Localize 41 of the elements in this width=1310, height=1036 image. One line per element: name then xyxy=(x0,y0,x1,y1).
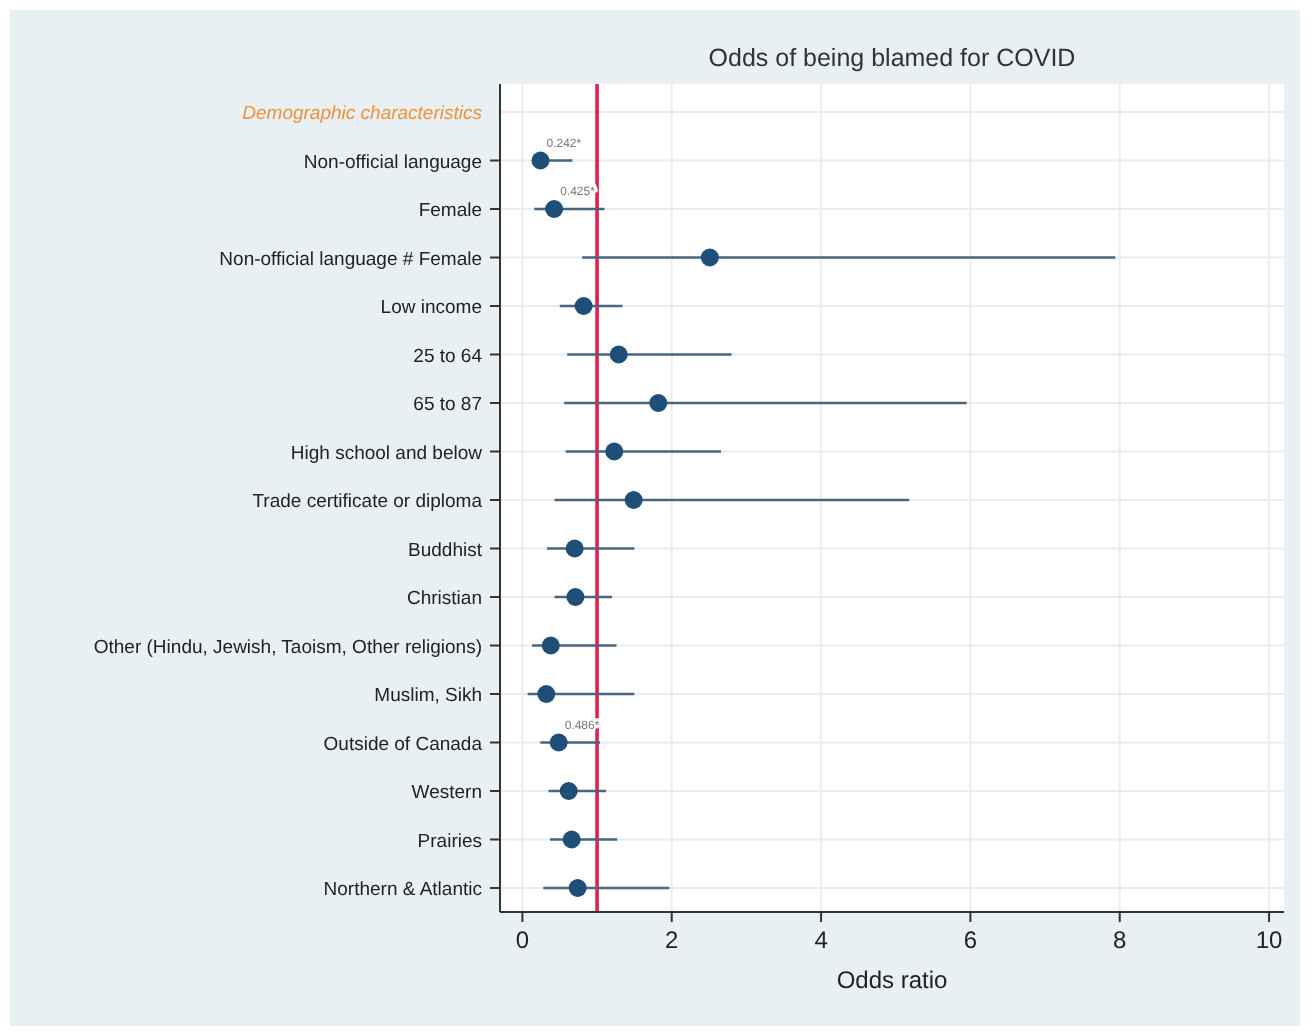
point xyxy=(574,297,593,315)
y-tick-label: Trade certificate or diploma xyxy=(252,491,484,513)
x-tick-label: 6 xyxy=(963,926,978,954)
y-tick-label: Muslim, Sikh xyxy=(374,685,482,707)
y-tick-label: 25 to 64 xyxy=(413,345,482,368)
y-tick-label: Non-official language # Female xyxy=(219,248,482,271)
y-tick-label: Northern & Atlantic xyxy=(323,879,483,901)
y-tick-label: Non-official language xyxy=(303,151,482,174)
point xyxy=(565,539,584,558)
x-tick-label: 2 xyxy=(665,926,680,954)
point xyxy=(559,782,578,800)
y-tick-label: Prairies xyxy=(417,830,483,853)
y-tick-label: Low income xyxy=(380,297,482,319)
point xyxy=(545,200,564,218)
y-tick-label: Demographic characteristics xyxy=(242,103,483,125)
point xyxy=(609,345,628,364)
point xyxy=(624,491,643,509)
point xyxy=(531,151,550,170)
x-tick-label: 8 xyxy=(1113,926,1128,954)
point xyxy=(649,394,668,412)
y-tick-label: High school and below xyxy=(290,442,483,465)
point xyxy=(605,442,624,461)
point xyxy=(562,830,581,849)
y-tick-label: Buddhist xyxy=(408,539,483,562)
point xyxy=(537,685,556,703)
x-tick-label: 10 xyxy=(1255,926,1284,954)
x-tick-label: 0 xyxy=(515,926,530,954)
y-tick-label: Female xyxy=(418,200,482,222)
y-tick-label: Other (Hindu, Jewish, Taoism, Other religions) xyxy=(93,636,482,659)
point xyxy=(700,248,719,267)
point xyxy=(568,879,587,897)
point xyxy=(541,636,560,655)
y-tick-label: 65 to 87 xyxy=(413,394,482,416)
x-tick-label: 4 xyxy=(814,926,829,954)
chart-title: Odds of being blamed for COVID xyxy=(708,44,1076,72)
y-tick-label: Outside of Canada xyxy=(323,733,484,756)
y-tick-label: Christian xyxy=(407,588,482,610)
point xyxy=(549,733,568,752)
x-axis-title: Odds ratio xyxy=(836,966,949,994)
point xyxy=(566,588,585,606)
y-tick-label: Western xyxy=(411,782,482,804)
